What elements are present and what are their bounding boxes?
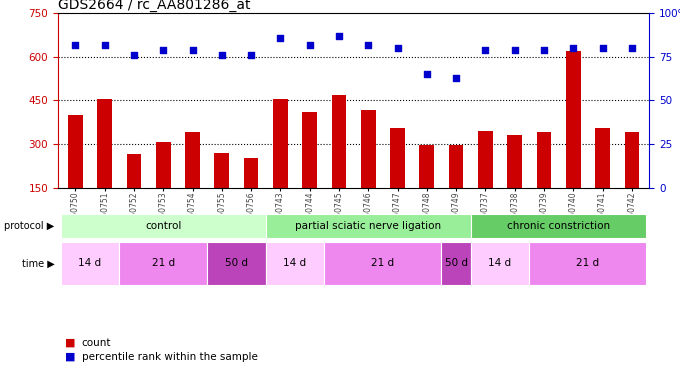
Point [129, 52, 139, 58]
Text: percentile rank within the sample: percentile rank within the sample [82, 352, 258, 362]
Text: 21 d: 21 d [577, 258, 600, 268]
Bar [441, 242, 471, 285]
Point [187, 47, 198, 53]
Text: partial sciatic nerve ligation: partial sciatic nerve ligation [295, 221, 441, 231]
Point [597, 45, 608, 51]
Point [333, 33, 344, 39]
Bar [595, 128, 610, 188]
Bar [507, 135, 522, 188]
Text: 14 d: 14 d [284, 258, 307, 268]
Point [451, 75, 462, 81]
Point [392, 45, 403, 51]
Bar [390, 128, 405, 188]
Text: protocol ▶: protocol ▶ [4, 221, 54, 231]
Bar [126, 154, 141, 188]
Bar [185, 132, 200, 188]
Point [422, 71, 432, 77]
Bar [68, 115, 83, 188]
Text: chronic constriction: chronic constriction [507, 221, 610, 231]
Bar [449, 146, 464, 188]
Text: time ▶: time ▶ [22, 258, 54, 268]
Bar [471, 242, 529, 285]
Bar [243, 158, 258, 188]
Text: 50 d: 50 d [445, 258, 468, 268]
Bar [471, 214, 647, 238]
Bar [61, 214, 266, 238]
Bar [420, 146, 434, 188]
Bar [529, 242, 647, 285]
Point [626, 45, 637, 51]
Text: 21 d: 21 d [152, 258, 175, 268]
Text: ■: ■ [65, 352, 75, 362]
Bar [361, 111, 375, 188]
Point [509, 47, 520, 53]
Bar [214, 153, 229, 188]
Bar [97, 99, 112, 188]
Text: count: count [82, 338, 111, 348]
Point [568, 45, 579, 51]
Point [99, 42, 110, 48]
Text: GDS2664 / rc_AA801286_at: GDS2664 / rc_AA801286_at [58, 0, 250, 12]
Bar [273, 99, 288, 188]
Bar [537, 132, 551, 188]
Text: 14 d: 14 d [488, 258, 511, 268]
Point [539, 47, 549, 53]
Bar [332, 94, 346, 188]
Bar [324, 242, 441, 285]
Point [480, 47, 491, 53]
Bar [624, 132, 639, 188]
Text: 21 d: 21 d [371, 258, 394, 268]
Point [363, 42, 374, 48]
Bar [156, 142, 171, 188]
Bar [207, 242, 266, 285]
Text: control: control [145, 221, 182, 231]
Bar [303, 112, 317, 188]
Bar [478, 131, 493, 188]
Bar [566, 51, 581, 188]
Bar [266, 242, 324, 285]
Point [70, 42, 81, 48]
Point [245, 52, 256, 58]
Bar [266, 214, 471, 238]
Text: ■: ■ [65, 338, 75, 348]
Bar [119, 242, 207, 285]
Text: 14 d: 14 d [78, 258, 101, 268]
Point [158, 47, 169, 53]
Point [216, 52, 227, 58]
Text: 50 d: 50 d [225, 258, 248, 268]
Point [304, 42, 315, 48]
Point [275, 34, 286, 40]
Bar [61, 242, 119, 285]
